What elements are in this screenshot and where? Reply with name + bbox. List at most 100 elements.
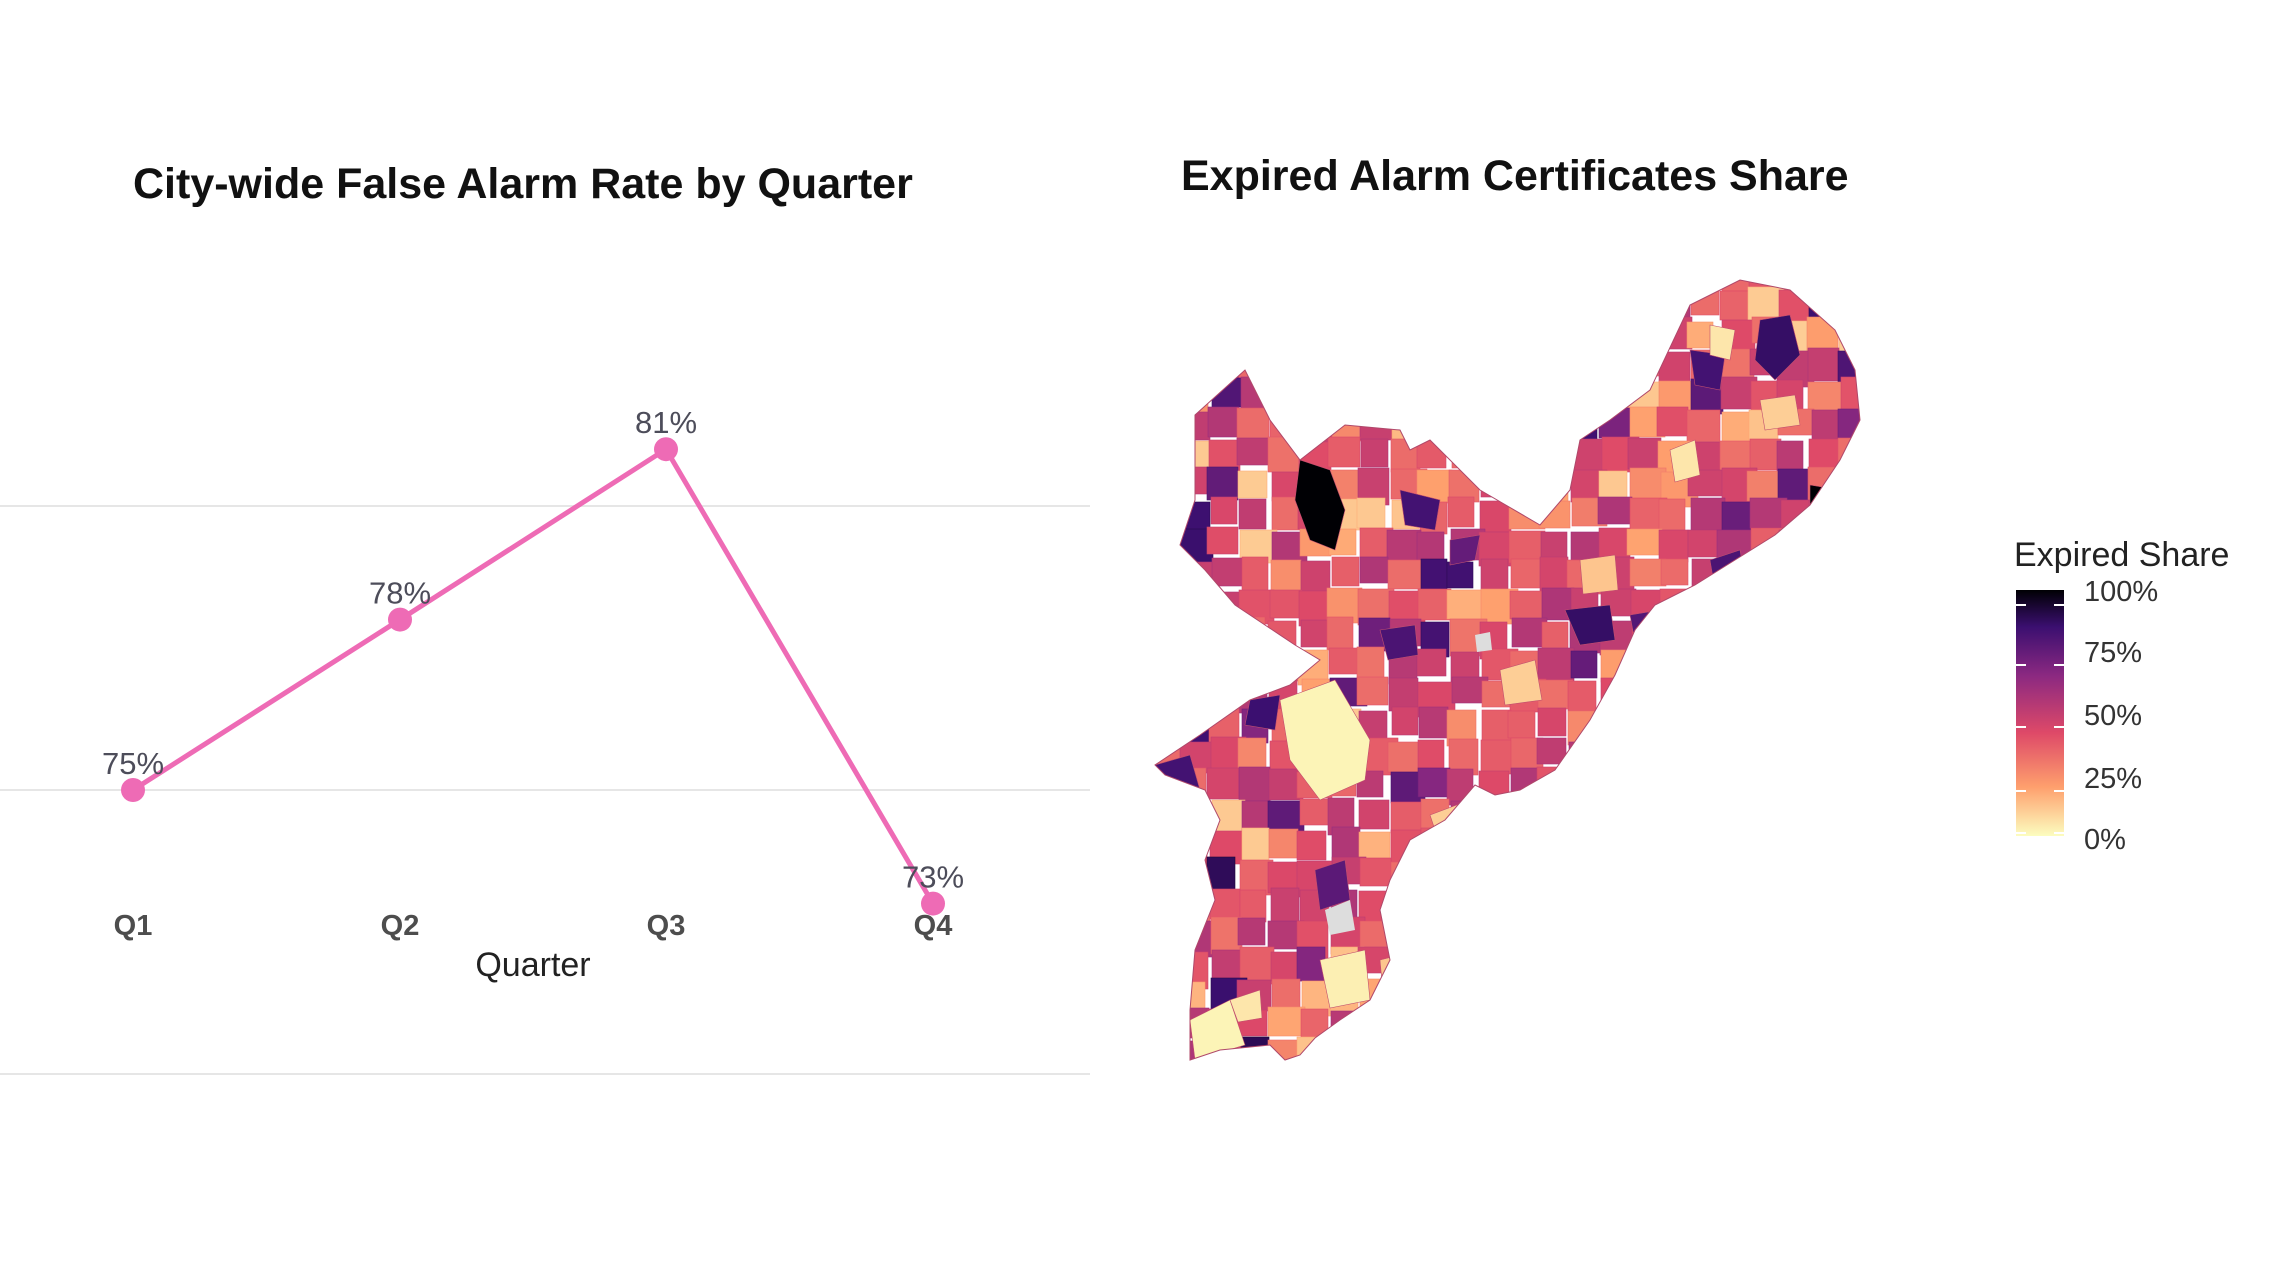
tract-cell (1660, 681, 1691, 716)
tract-cell (1208, 647, 1243, 675)
low-share-tract (1759, 394, 1801, 431)
tract-cell (1720, 679, 1759, 708)
tract-cell (1390, 891, 1424, 924)
tract-cell (1508, 437, 1543, 468)
tract-cell (1419, 951, 1451, 979)
tract-cell (1718, 648, 1750, 677)
tract-cell (1270, 887, 1300, 924)
tract-cell (1781, 888, 1811, 927)
tract-cell (1569, 857, 1604, 885)
x-tick-label-q3: Q3 (647, 910, 686, 942)
tract-cell (1272, 1069, 1306, 1103)
tract-cell (1600, 1006, 1637, 1042)
tract-cell (1481, 1072, 1512, 1107)
tract-cell (1330, 1010, 1358, 1049)
data-label-q2: 78% (369, 576, 431, 611)
tract-cell (1626, 321, 1654, 354)
tract-cell (1600, 289, 1634, 323)
x-axis-title: Quarter (475, 946, 590, 984)
tract-cell (1839, 977, 1860, 1012)
tract-cell (1358, 347, 1396, 377)
tract-cell (1416, 648, 1447, 677)
tract-cell (1267, 436, 1301, 473)
tract-cell (1748, 856, 1783, 890)
tract-cell (1598, 888, 1628, 919)
tract-cell (1660, 856, 1693, 891)
tract-cell (1447, 1067, 1473, 1103)
tract-cell (1179, 828, 1208, 862)
tract-cell (1870, 1072, 1896, 1098)
tract-cell (1717, 977, 1753, 1010)
tract-cell (1361, 321, 1393, 353)
tract-cell (1480, 739, 1517, 775)
tract-cell (1237, 470, 1268, 499)
data-point-q1 (121, 778, 145, 802)
tract-cell (1206, 466, 1239, 501)
tract-cell (1511, 349, 1541, 383)
tract-cell (1811, 586, 1843, 624)
tract-cell (1155, 918, 1187, 957)
tract-cell (1155, 801, 1186, 835)
tract-cell (1509, 378, 1548, 410)
tract-cell (1447, 408, 1483, 438)
tract-cell (1506, 316, 1534, 348)
tract-cell (1836, 738, 1860, 768)
series-line-layer (131, 445, 936, 905)
tract-cell (1719, 710, 1754, 739)
tract-cell (1840, 376, 1860, 411)
tract-cell (1809, 799, 1846, 837)
tract-cell (1359, 857, 1392, 887)
tract-cell (1418, 1011, 1454, 1039)
tract-cell (1837, 289, 1860, 326)
tract-cell (1871, 678, 1899, 711)
tract-cell (1420, 827, 1451, 855)
data-label-q3: 81% (635, 405, 697, 440)
tract-cell (1630, 280, 1658, 296)
tract-cell (1509, 288, 1542, 319)
tract-cell (1301, 287, 1338, 315)
tract-cell (1597, 496, 1633, 525)
tract-cell (1867, 557, 1898, 588)
tract-cell (1476, 797, 1513, 827)
legend-title: Expired Share (2014, 536, 2230, 574)
tract-cell (1687, 529, 1721, 558)
tract-cell (1360, 1068, 1390, 1100)
data-point-q3 (654, 437, 678, 462)
low-share-tract (1669, 439, 1701, 483)
tract-cell (1450, 800, 1479, 828)
tract-cell (1358, 799, 1390, 830)
data-label-layer: 75% 78% 81% 73% (102, 405, 964, 894)
tract-cell (1656, 1038, 1695, 1060)
tract-cell (1360, 1010, 1390, 1049)
tract-cell (1155, 1011, 1180, 1039)
tract-cell (1540, 348, 1568, 377)
tract-cell (1542, 1067, 1568, 1103)
tract-cell (1661, 829, 1700, 863)
tract-cell (1209, 888, 1241, 920)
tract-cell (1356, 289, 1388, 324)
tract-cell (1751, 680, 1782, 717)
tract-cell (1872, 530, 1898, 565)
tract-cell (1420, 1036, 1459, 1060)
tract-cell (1537, 800, 1565, 830)
tract-cell (1446, 768, 1474, 806)
tract-cell (1691, 590, 1725, 629)
tract-cell (1687, 1070, 1720, 1102)
tract-cell (1869, 860, 1896, 895)
tract-cell (1631, 707, 1660, 744)
tract-cell (1178, 920, 1216, 958)
tract-cell (1867, 499, 1896, 532)
tract-cell (1451, 440, 1481, 469)
tract-cell (1810, 280, 1844, 297)
tract-cell (1356, 380, 1393, 409)
tract-cell (1155, 827, 1175, 862)
tract-cell (1267, 1006, 1306, 1037)
tract-cell (1155, 981, 1188, 1013)
tract-cell (1807, 706, 1838, 737)
tract-cell (1270, 559, 1302, 592)
low-share-tract (1189, 999, 1246, 1060)
tract-cell (1356, 676, 1389, 706)
tract-cell (1241, 827, 1270, 864)
x-tick-label-layer: Q1 Q2 Q3 Q4 (114, 910, 953, 942)
tract-cell (1155, 588, 1182, 621)
